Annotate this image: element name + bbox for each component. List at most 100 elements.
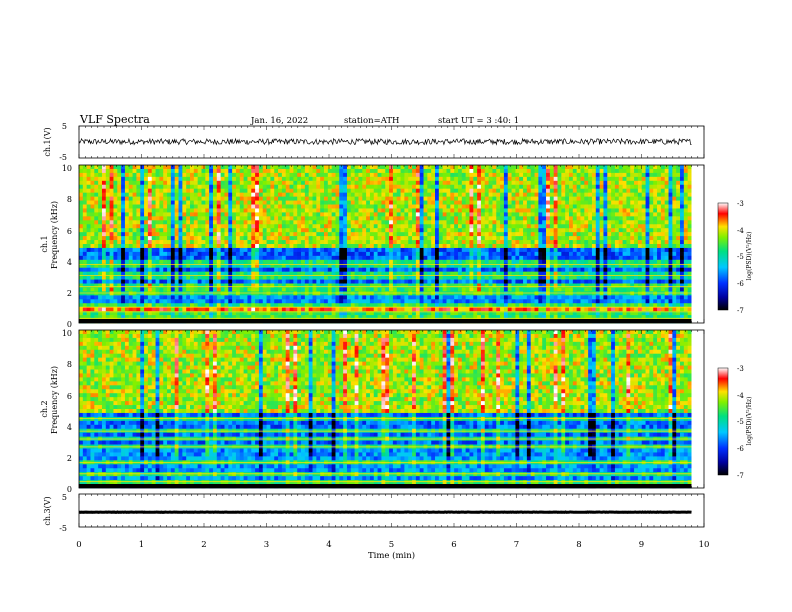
spectrogram-cell (301, 204, 306, 209)
spectrogram-cell (266, 259, 271, 265)
spectrogram-cell (144, 240, 149, 245)
spectrogram-cell (251, 240, 256, 245)
spectrogram-cell (82, 228, 88, 233)
spectrogram-cell (546, 295, 551, 300)
spectrogram-cell (274, 251, 279, 257)
spectrogram-cell (174, 196, 179, 201)
spectrogram-cell (546, 172, 551, 178)
spectrogram-cell (228, 208, 233, 213)
spectrogram-cell (266, 303, 271, 308)
spectrogram-cell (465, 204, 470, 209)
spectrogram-cell (339, 220, 344, 225)
spectrogram-cell (320, 180, 325, 186)
spectrogram-cell (465, 240, 470, 245)
spectrogram-cell (503, 208, 509, 213)
spectrogram-cell (105, 307, 111, 312)
spectrogram-cell (519, 224, 524, 229)
spectrogram-cell (408, 176, 413, 182)
spectrogram-cell (163, 228, 168, 233)
spectrogram-cell (350, 188, 356, 194)
spectrogram-cell (530, 271, 535, 276)
spectrogram-cell (159, 279, 164, 284)
spectrogram-cell (492, 291, 497, 296)
spectrogram-cell (132, 172, 137, 178)
spectrogram-cell (220, 263, 225, 269)
spectrogram-cell (151, 200, 156, 205)
spectrogram-cell (465, 212, 470, 217)
spectrogram-cell (473, 299, 478, 304)
spectrogram-cell (174, 204, 179, 209)
spectrogram-cell (454, 172, 459, 178)
spectrogram-cell (247, 208, 252, 213)
spectrogram-cell (442, 315, 447, 320)
spectrogram-cell (113, 307, 118, 312)
spectrogram-cell (220, 196, 225, 201)
spectrogram-cell (480, 228, 486, 233)
spectrogram-cell (293, 283, 298, 288)
spectrogram-cell (335, 303, 340, 308)
spectrogram-cell (389, 176, 394, 182)
spectrogram-cell (270, 184, 275, 190)
spectrogram-cell (239, 212, 245, 217)
spectrogram-cell (117, 172, 122, 178)
spectrogram-cell (480, 263, 486, 269)
spectrogram-cell (461, 291, 467, 296)
spectrogram-cell (174, 208, 179, 213)
spectrogram-cell (431, 165, 436, 170)
spectrogram-cell (278, 307, 283, 312)
spectrogram-cell (423, 311, 428, 316)
spectrogram-cell (262, 303, 267, 308)
spectrogram-cell (392, 275, 398, 280)
spectrogram-cell (450, 232, 455, 237)
spectrogram-cell (335, 188, 340, 194)
figure-title: VLF Spectra (79, 113, 150, 126)
spectrogram-cell (362, 283, 367, 288)
spectrogram-cell (549, 267, 555, 273)
spectrogram-cell (144, 204, 149, 209)
spectrogram-cell (465, 279, 470, 284)
spectrogram-cell (220, 251, 225, 257)
spectrogram-cell (392, 180, 398, 186)
spectrogram-cell (86, 168, 91, 174)
spectrogram-cell (193, 180, 199, 186)
spectrogram-cell (369, 283, 375, 288)
spectrogram-cell (500, 224, 505, 229)
spectrogram-cell (335, 283, 340, 288)
spectrogram-cell (511, 236, 516, 241)
spectrogram-cell (128, 176, 133, 182)
spectrogram-cell (128, 240, 133, 245)
spectrogram-cell (412, 291, 417, 296)
spectrogram-cell (147, 263, 153, 269)
spectrogram-cell (266, 263, 271, 269)
spectrogram-cell (427, 216, 432, 221)
spectrogram-cell (117, 240, 122, 245)
spectrogram-cell (239, 216, 245, 221)
spectrogram-cell (178, 299, 183, 304)
spectrogram-cell (155, 224, 160, 229)
spectrogram-cell (182, 259, 187, 265)
spectrogram-cell (159, 165, 164, 170)
spectrogram-cell (262, 251, 267, 257)
spectrogram-cell (193, 208, 199, 213)
spectrogram-cell (209, 267, 214, 273)
spectrogram-cell (500, 291, 505, 296)
spectrogram-cell (235, 212, 241, 217)
spectrogram-cell (415, 255, 421, 261)
spectrogram-cell (507, 232, 512, 237)
spectrogram-cell (350, 216, 356, 221)
spectrogram-cell (212, 287, 218, 292)
spectrogram-cell (235, 228, 241, 233)
spectrogram-cell (400, 307, 405, 312)
spectrogram-cell (331, 279, 336, 284)
spectrogram-cell (526, 188, 532, 194)
spectrogram-cell (457, 244, 463, 249)
spectrogram-cell (526, 307, 532, 312)
spectrogram-cell (216, 224, 222, 229)
spectrogram-cell (216, 307, 222, 312)
spectrogram-cell (182, 168, 187, 174)
spectrogram-cell (496, 165, 501, 170)
spectrogram-cell (511, 220, 516, 225)
spectrogram-cell (193, 255, 199, 261)
spectrogram-cell (132, 200, 137, 205)
spectrogram-cell (339, 299, 344, 304)
